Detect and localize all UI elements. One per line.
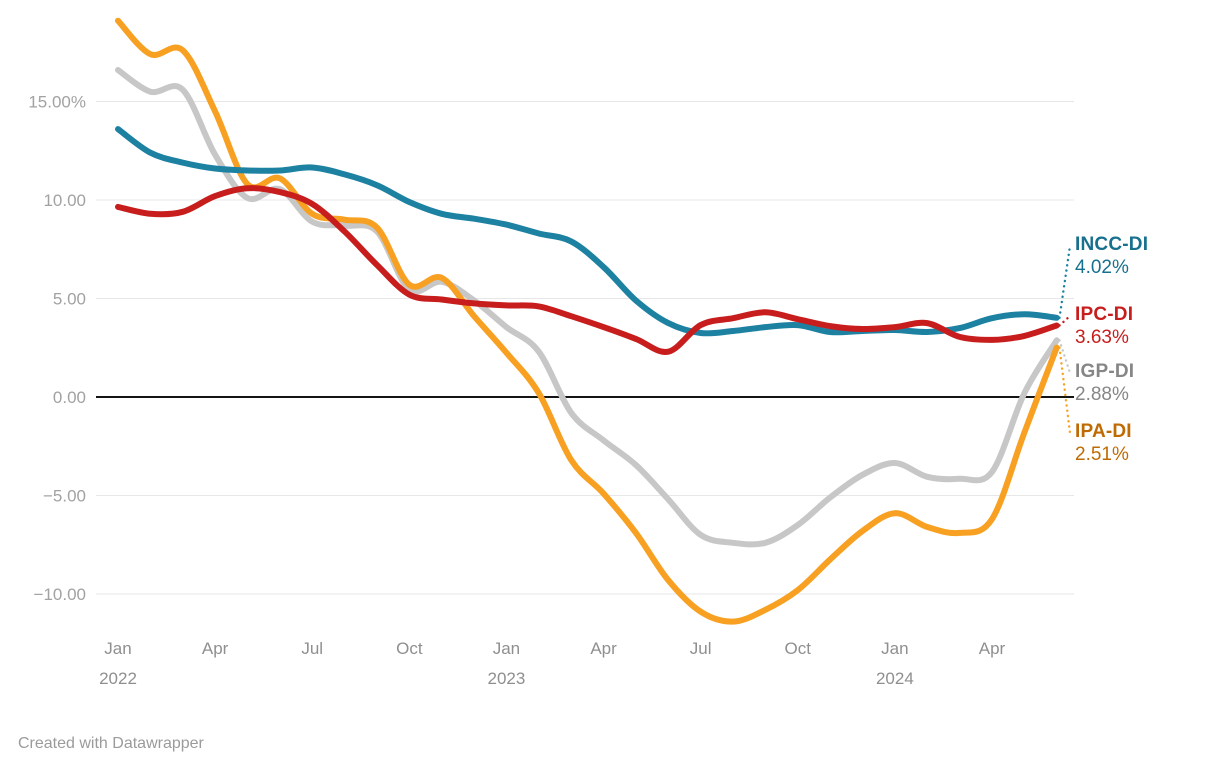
series-label-ipa-di: IPA-DI bbox=[1075, 421, 1132, 442]
x-axis-tick-label: Apr bbox=[202, 639, 229, 658]
y-axis-tick-label: 5.00 bbox=[53, 290, 86, 309]
x-axis-tick-label: Jan bbox=[493, 639, 520, 658]
label-connector-ipa-di bbox=[1058, 346, 1072, 435]
x-axis-tick-label: Apr bbox=[979, 639, 1006, 658]
legend-item-ipa-di: IPA-DI 2.51% bbox=[1075, 420, 1215, 467]
x-axis-tick-year-label: 2023 bbox=[488, 669, 526, 688]
series-value-ipc-di: 3.63% bbox=[1075, 327, 1129, 348]
x-axis-tick-label: Oct bbox=[785, 639, 812, 658]
y-axis-tick-label: 0.00 bbox=[53, 388, 86, 407]
x-axis-tick-label: Jan bbox=[881, 639, 908, 658]
x-axis-tick-label: Apr bbox=[590, 639, 617, 658]
x-axis-tick-label: Jan bbox=[104, 639, 131, 658]
series-label-incc-di: INCC-DI bbox=[1075, 234, 1149, 255]
series-label-ipc-di: IPC-DI bbox=[1075, 304, 1134, 325]
label-connector-ipc-di bbox=[1058, 314, 1072, 327]
series-line-ipc-di bbox=[115, 185, 1060, 355]
series-value-igp-di: 2.88% bbox=[1075, 384, 1129, 405]
label-connector-incc-di bbox=[1058, 244, 1072, 320]
legend-item-incc-di: INCC-DI 4.02% bbox=[1075, 233, 1215, 280]
series-line-incc-di bbox=[115, 126, 1060, 337]
x-axis-tick-label: Jul bbox=[690, 639, 712, 658]
legend-item-ipc-di: IPC-DI 3.63% bbox=[1075, 303, 1215, 350]
label-connector-igp-di bbox=[1058, 339, 1072, 375]
series-line-igp-di bbox=[115, 67, 1060, 548]
x-axis-tick-label: Jul bbox=[301, 639, 323, 658]
x-axis-tick-year-label: 2024 bbox=[876, 669, 914, 688]
y-axis-tick-label: −10.00 bbox=[34, 585, 86, 604]
x-axis-tick-year-label: 2022 bbox=[99, 669, 137, 688]
legend-item-igp-di: IGP-DI 2.88% bbox=[1075, 360, 1215, 407]
y-axis-tick-label: 15.00% bbox=[28, 93, 86, 112]
series-value-incc-di: 4.02% bbox=[1075, 257, 1129, 278]
y-axis-tick-label: 10.00 bbox=[43, 191, 86, 210]
y-axis-tick-label: −5.00 bbox=[43, 487, 86, 506]
datawrapper-credit: Created with Datawrapper bbox=[18, 735, 204, 752]
series-line-ipa-di bbox=[115, 17, 1060, 625]
series-value-ipa-di: 2.51% bbox=[1075, 444, 1129, 465]
x-axis-tick-label: Oct bbox=[396, 639, 423, 658]
series-label-igp-di: IGP-DI bbox=[1075, 361, 1135, 382]
